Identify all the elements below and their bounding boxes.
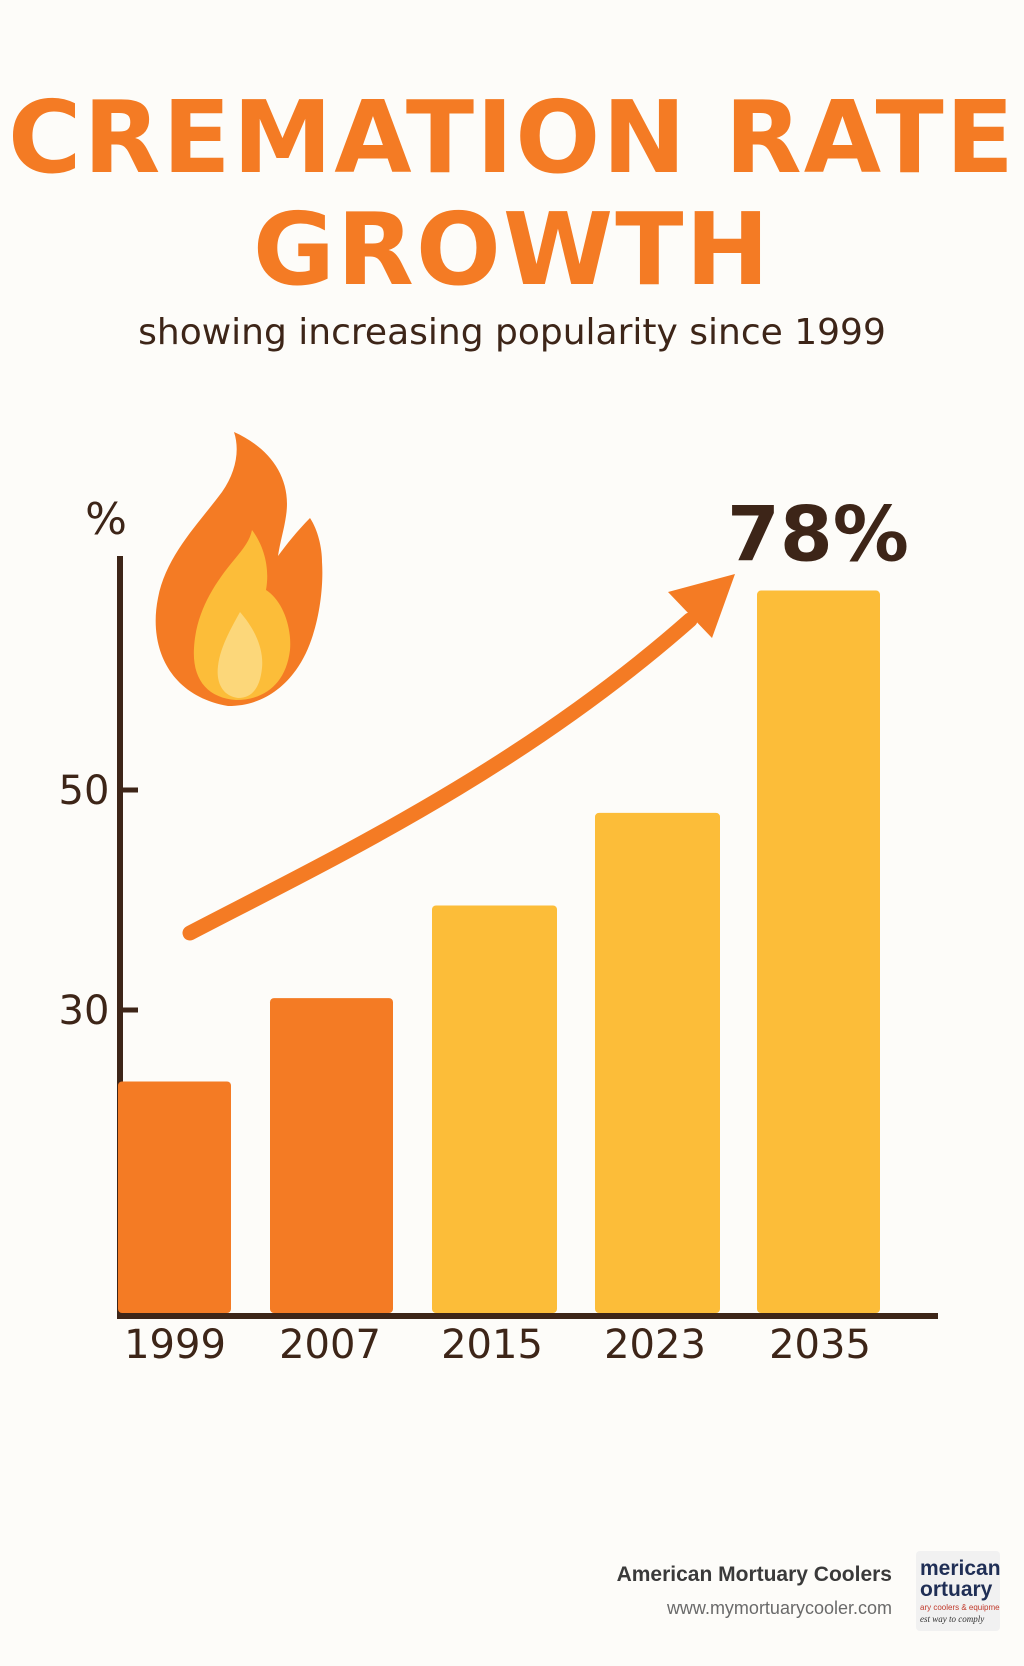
x-tick-label: 2035 — [769, 1322, 871, 1368]
logo-text-line: ary coolers & equipment — [920, 1603, 1000, 1612]
x-tick-label: 2023 — [604, 1322, 706, 1368]
bar-2015 — [432, 905, 557, 1313]
logo-text-line: merican — [920, 1557, 1000, 1580]
logo-text-line: ortuary — [920, 1578, 993, 1601]
bar-2023 — [595, 812, 720, 1313]
max-value-annotation: 78% — [727, 490, 909, 579]
company-logo: merican ortuary ary coolers & equipment … — [916, 1551, 1000, 1631]
y-tick-labels: 30 50 — [59, 768, 110, 1034]
bar-2035 — [757, 590, 880, 1313]
trend-arrow-icon — [182, 574, 735, 941]
bar-1999 — [118, 1081, 231, 1313]
x-tick-label: 1999 — [124, 1322, 226, 1368]
bar-2007 — [270, 998, 393, 1313]
title-line-1: CREMATION RATE — [8, 79, 1016, 196]
bars-group — [118, 590, 880, 1313]
y-tick-label: 50 — [59, 768, 110, 814]
x-tick-label: 2015 — [441, 1322, 543, 1368]
footer-url[interactable]: www.mymortuarycooler.com — [666, 1598, 892, 1618]
footer-company-name: American Mortuary Coolers — [616, 1563, 892, 1586]
x-tick-label: 2007 — [279, 1322, 381, 1368]
subtitle: showing increasing popularity since 1999 — [138, 312, 886, 353]
logo-text-line: est way to comply — [920, 1614, 985, 1624]
x-tick-labels: 1999 2007 2015 2023 2035 — [124, 1322, 871, 1368]
flame-icon — [155, 432, 323, 706]
y-axis-label: % — [85, 494, 127, 545]
title-line-2: GROWTH — [252, 191, 772, 308]
y-tick-label: 30 — [59, 988, 110, 1034]
